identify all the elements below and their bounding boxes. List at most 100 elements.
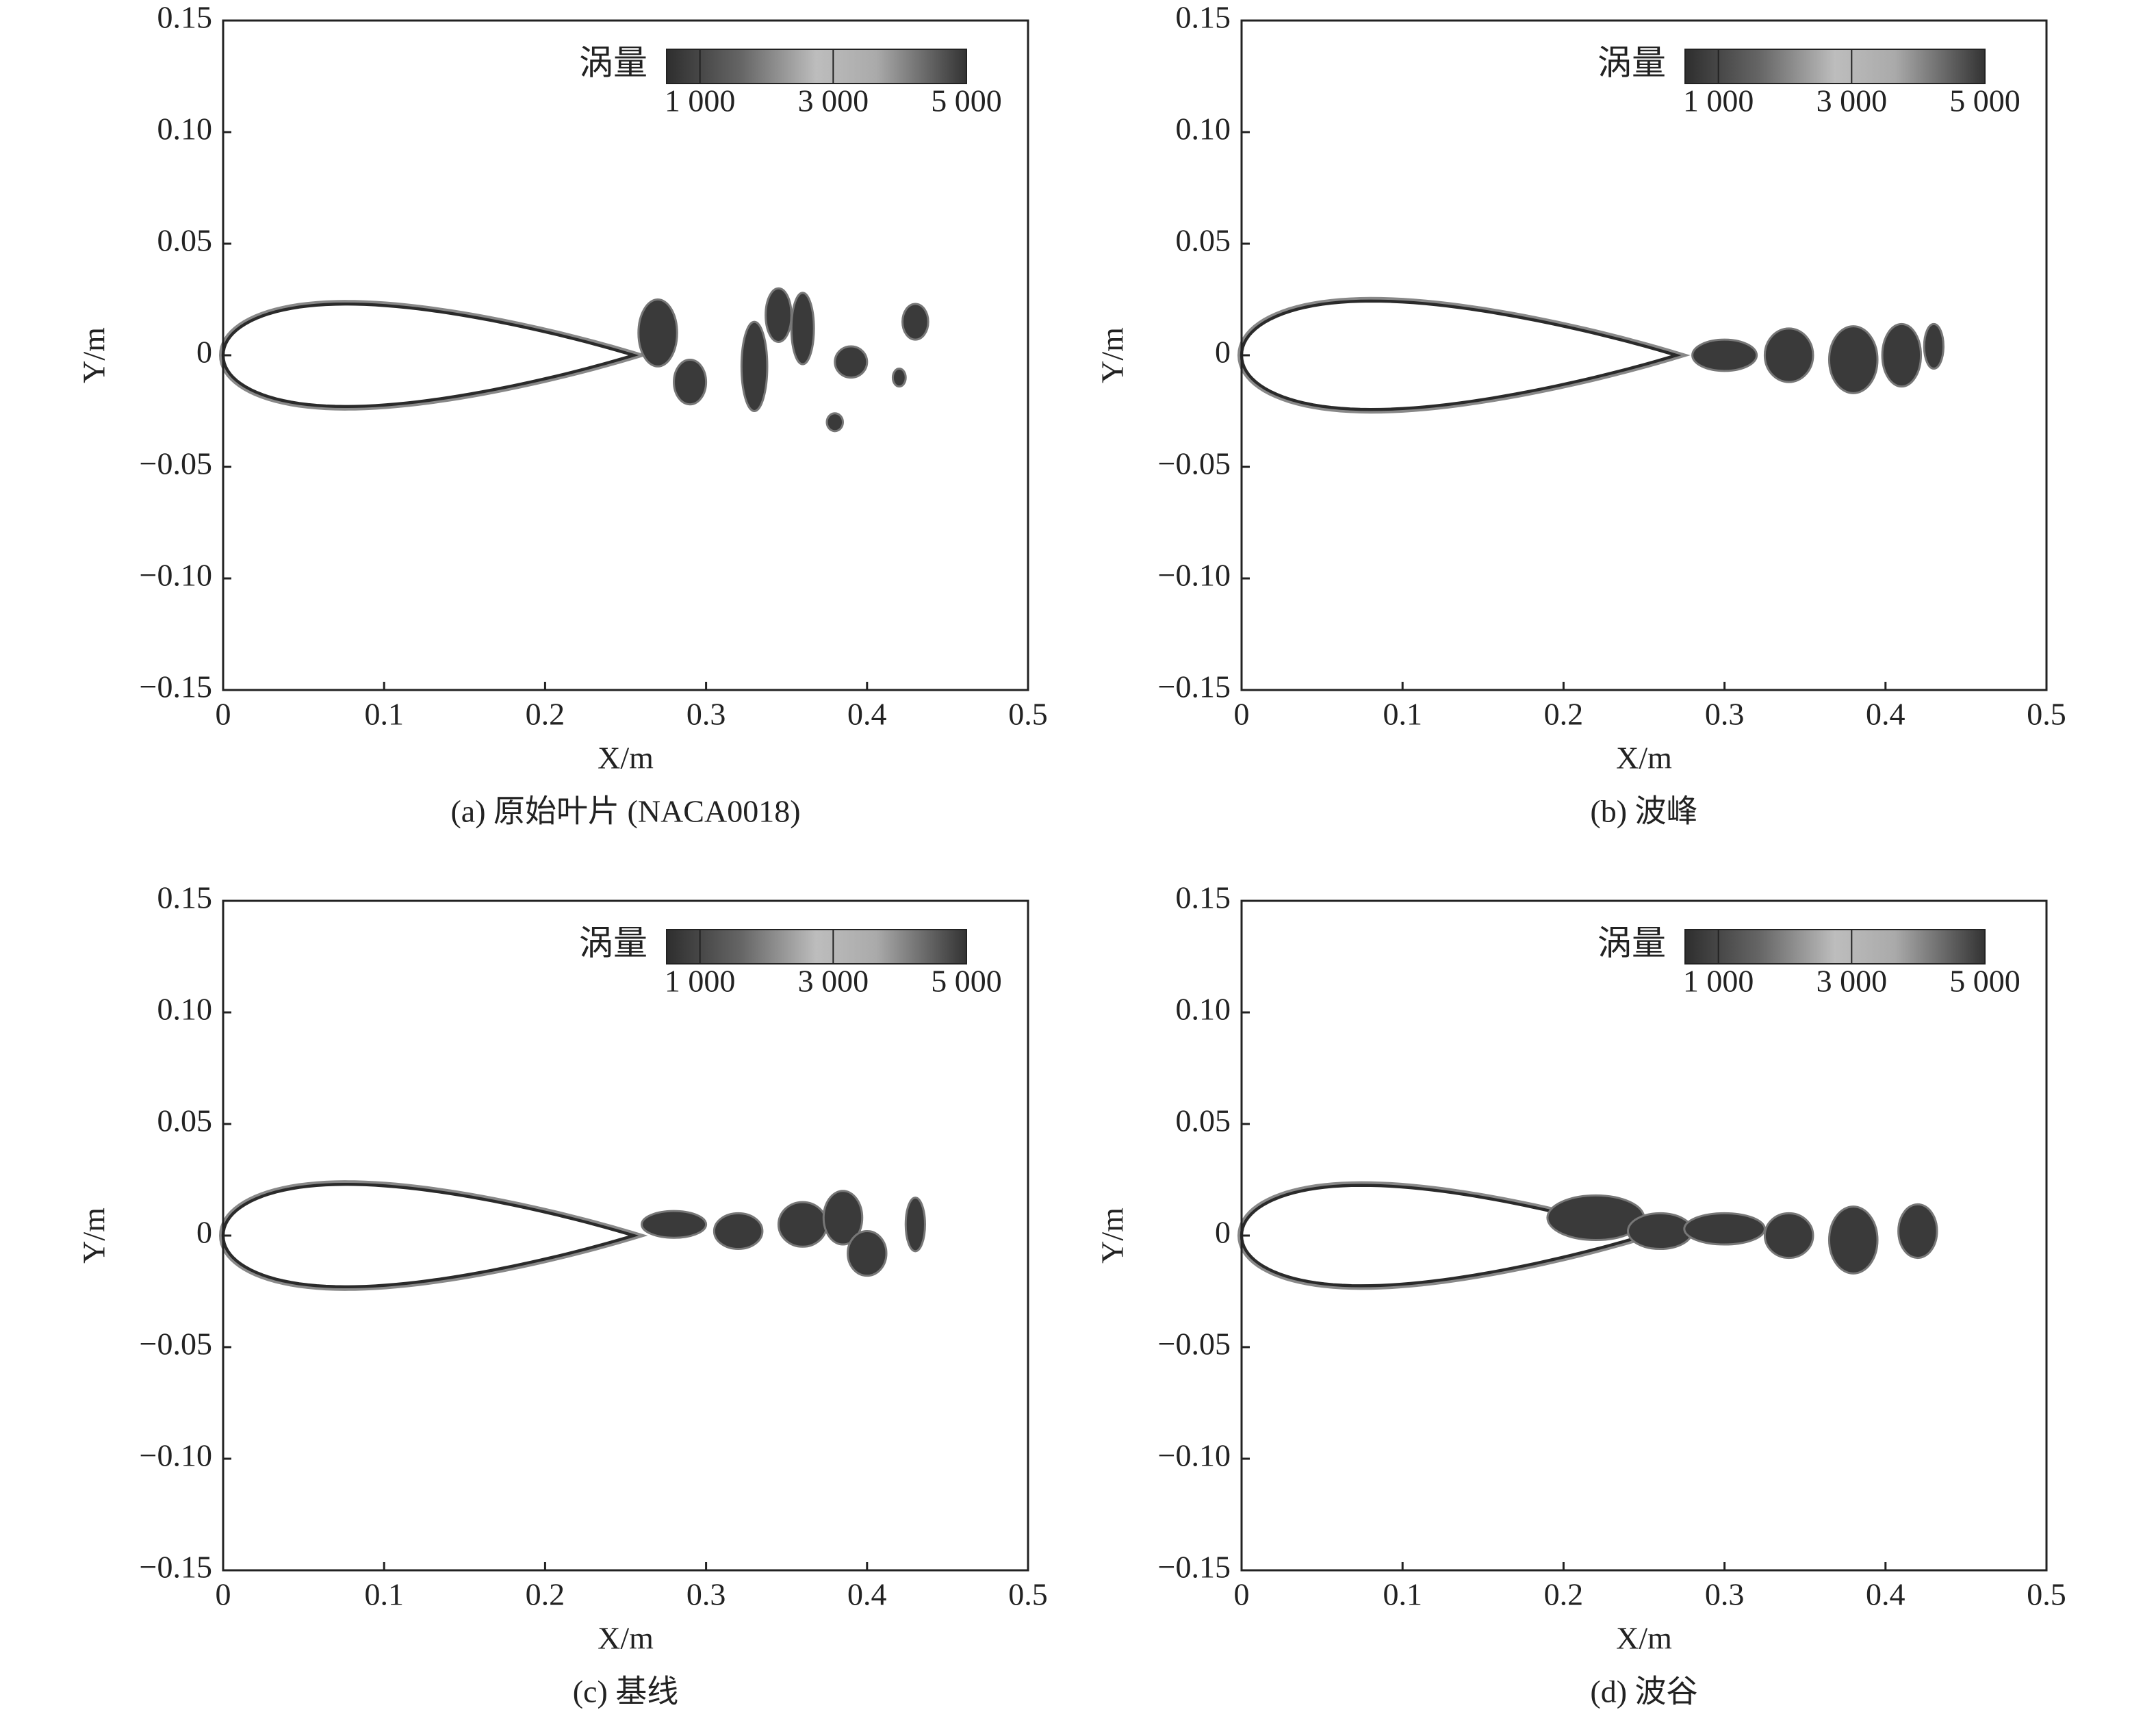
x-tick-label: 0.4	[847, 1577, 887, 1612]
y-tick-label: 0.10	[1176, 992, 1231, 1027]
colorbar-tick-label: 3 000	[1817, 964, 1888, 999]
vortex-region	[822, 1190, 864, 1246]
x-tick-label: 0.5	[2027, 1577, 2066, 1612]
y-tick-label: −0.05	[140, 1327, 212, 1362]
x-tick-label: 0.1	[364, 1577, 404, 1612]
vortex-region	[1691, 338, 1758, 372]
y-tick-label: 0.10	[1176, 112, 1231, 146]
subplot: 0 0.1 0.2 0.3 0.4 0.5 −0.15 −0.10 −0.05 0 0.05 0.10…	[1095, 880, 2066, 1709]
vortex-region	[891, 368, 907, 388]
vortex-region	[825, 412, 845, 433]
vortex-region	[1626, 1212, 1694, 1251]
x-tick-label: 0.1	[1383, 697, 1422, 732]
y-tick-label: −0.05	[1158, 446, 1231, 481]
colorbar-title: 涡量	[579, 923, 647, 962]
x-axis-label: X/m	[1616, 1621, 1672, 1656]
vortex-region	[740, 320, 769, 412]
vortex-region	[790, 292, 815, 366]
vortex-region	[1827, 1205, 1879, 1275]
y-tick-label: −0.15	[1158, 669, 1231, 704]
x-tick-label: 0.3	[686, 1577, 726, 1612]
colorbar-tick-label: 5 000	[1949, 964, 2020, 999]
colorbar	[1684, 929, 1986, 964]
colorbar-tick-label: 1 000	[665, 964, 736, 999]
caption: (b) 波峰	[1590, 794, 1697, 829]
y-axis-label: Y/m	[1095, 327, 1130, 383]
colorbar-title: 涡量	[1597, 43, 1666, 81]
vortex-region	[777, 1201, 828, 1248]
x-tick-label: 0.1	[364, 697, 404, 732]
airfoil	[221, 1182, 639, 1289]
y-tick-label: 0	[196, 1215, 212, 1250]
colorbar-tick-label: 1 000	[665, 84, 736, 118]
caption: (c) 基线	[573, 1674, 679, 1709]
y-tick-label: −0.15	[140, 1550, 212, 1585]
vortex-region	[901, 303, 929, 341]
y-tick-label: 0.10	[157, 992, 213, 1027]
y-tick-label: 0	[1215, 335, 1231, 370]
x-tick-label: 0.4	[1866, 697, 1905, 732]
y-tick-label: 0.05	[157, 223, 213, 258]
vortex-region	[1897, 1203, 1938, 1260]
y-tick-label: −0.05	[140, 446, 212, 481]
colorbar-tick-label: 3 000	[1817, 84, 1888, 118]
x-tick-label: 0.4	[1866, 1577, 1905, 1612]
x-axis-label: X/m	[1616, 741, 1672, 776]
x-tick-label: 0	[216, 697, 231, 732]
colorbar-tick-label: 5 000	[931, 84, 1002, 118]
colorbar-tick-label: 1 000	[1683, 84, 1754, 118]
vortex-region	[1923, 322, 1945, 370]
x-tick-label: 0.1	[1383, 1577, 1422, 1612]
vortex-region	[1881, 322, 1923, 388]
x-tick-label: 0.3	[686, 697, 726, 732]
y-tick-label: 0.15	[1176, 880, 1231, 915]
x-axis-label: X/m	[598, 1621, 654, 1656]
x-tick-label: 0.2	[526, 1577, 565, 1612]
x-tick-label: 0.3	[1705, 1577, 1745, 1612]
vortex-region	[1827, 325, 1879, 394]
x-axis-label: X/m	[598, 741, 654, 776]
y-axis-label: Y/m	[1095, 1208, 1130, 1264]
x-tick-label: 0	[1234, 697, 1250, 732]
caption: (d) 波谷	[1590, 1674, 1697, 1709]
y-tick-label: 0.15	[157, 0, 213, 35]
vortex-region	[1763, 327, 1814, 383]
vortex-region	[904, 1197, 926, 1253]
y-axis-label: Y/m	[77, 327, 112, 383]
airfoil	[221, 302, 639, 409]
y-tick-label: 0.15	[157, 880, 213, 915]
y-tick-label: 0	[196, 335, 212, 370]
colorbar-tick-label: 3 000	[798, 964, 869, 999]
subplot: 0 0.1 0.2 0.3 0.4 0.5 −0.15 −0.10 −0.05 0 0.05 0.10…	[77, 0, 1048, 829]
vortex-region	[765, 287, 793, 343]
x-tick-label: 0.3	[1705, 697, 1745, 732]
colorbar-tick-label: 3 000	[798, 84, 869, 118]
vortex-region	[637, 298, 678, 368]
y-tick-label: −0.15	[140, 669, 212, 704]
x-tick-label: 0.2	[1544, 697, 1584, 732]
x-tick-label: 0	[216, 1577, 231, 1612]
colorbar-tick-label: 1 000	[1683, 964, 1754, 999]
colorbar	[1684, 49, 1986, 84]
colorbar-tick-label: 5 000	[1949, 84, 2020, 118]
x-tick-label: 0.2	[1544, 1577, 1584, 1612]
x-tick-label: 0.5	[1008, 1577, 1048, 1612]
y-tick-label: −0.05	[1158, 1327, 1231, 1362]
vortex-region	[1683, 1212, 1766, 1246]
x-tick-label: 0.5	[1008, 697, 1048, 732]
vortex-region	[713, 1212, 764, 1251]
subplot: 0 0.1 0.2 0.3 0.4 0.5 −0.15 −0.10 −0.05 0 0.05 0.10…	[1095, 0, 2066, 829]
caption: (a) 原始叶片 (NACA0018)	[450, 794, 800, 829]
y-tick-label: −0.10	[1158, 1438, 1231, 1473]
y-tick-label: 0.05	[1176, 1103, 1231, 1138]
y-tick-label: −0.10	[140, 1438, 212, 1473]
colorbar-tick-label: 5 000	[931, 964, 1002, 999]
colorbar-title: 涡量	[1597, 923, 1666, 962]
x-tick-label: 0	[1234, 1577, 1250, 1612]
vortex-region	[847, 1229, 888, 1277]
subplot: 0 0.1 0.2 0.3 0.4 0.5 −0.15 −0.10 −0.05 0 0.05 0.10…	[77, 880, 1048, 1709]
x-tick-label: 0.2	[526, 697, 565, 732]
x-tick-label: 0.4	[847, 697, 887, 732]
